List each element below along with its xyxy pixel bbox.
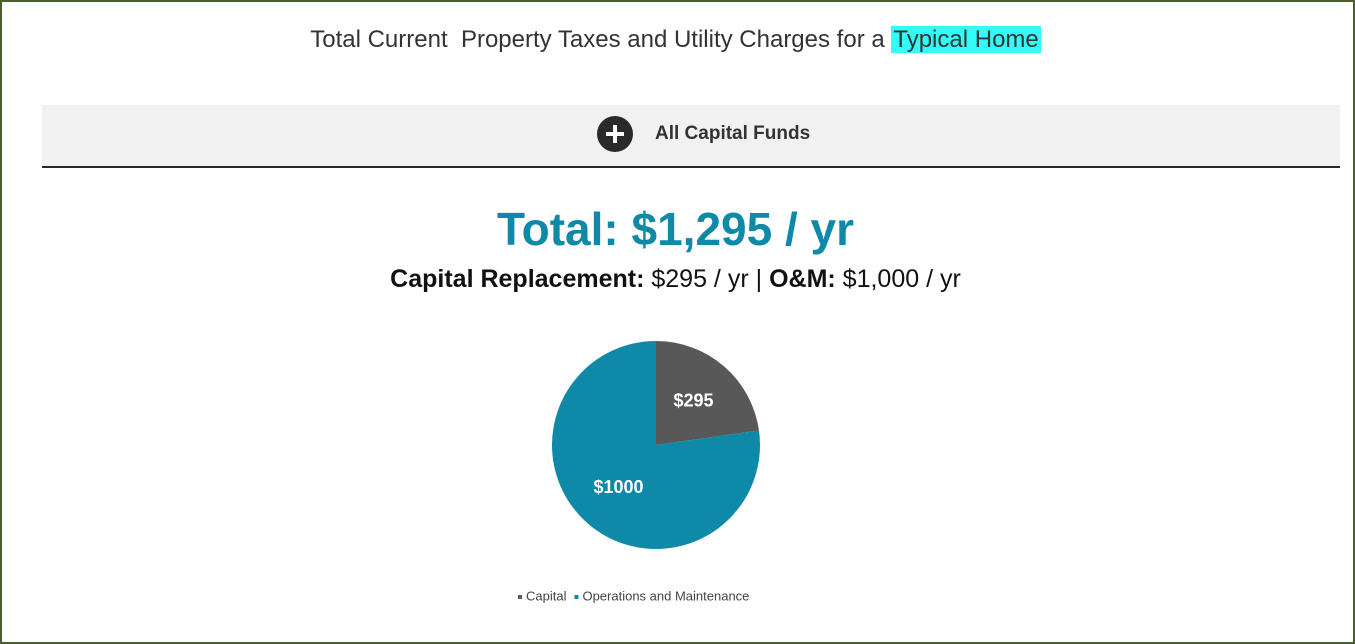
legend-swatch [518,595,522,599]
pie-slice [656,341,759,445]
total: Total: $1,295 / yr [496,203,855,255]
expand-icon[interactable] [597,116,633,152]
slice-label: $295 [674,391,714,411]
slice-label: $1000 [593,477,643,497]
legend-label: Operations and Maintenance [582,588,749,603]
accordion-label[interactable]: All Capital Funds [655,123,811,144]
legend-label: Capital [526,588,567,603]
breakdown-label: Capital Replacement: [390,265,645,293]
page-title: Total Current Property Taxes and Utility… [0,26,1351,54]
breakdown-value: $295 / yr [651,265,749,293]
breakdown-value: $1,000 / yr [842,265,961,293]
pie-slice [552,341,760,549]
separator: | [755,265,763,293]
breakdown-label: O&M: [769,265,836,293]
legend-swatch [574,595,579,599]
title-highlight: Typical Home [891,26,1041,53]
chart: $295 $1000 Capital Operations and Maintenan… [518,341,760,603]
title-text: Total Current Property Taxes and Utility… [310,26,885,53]
accordion-bar[interactable] [42,105,1340,168]
breakdown: Capital Replacement: $295 / yr | O&M: $1… [0,265,1351,294]
